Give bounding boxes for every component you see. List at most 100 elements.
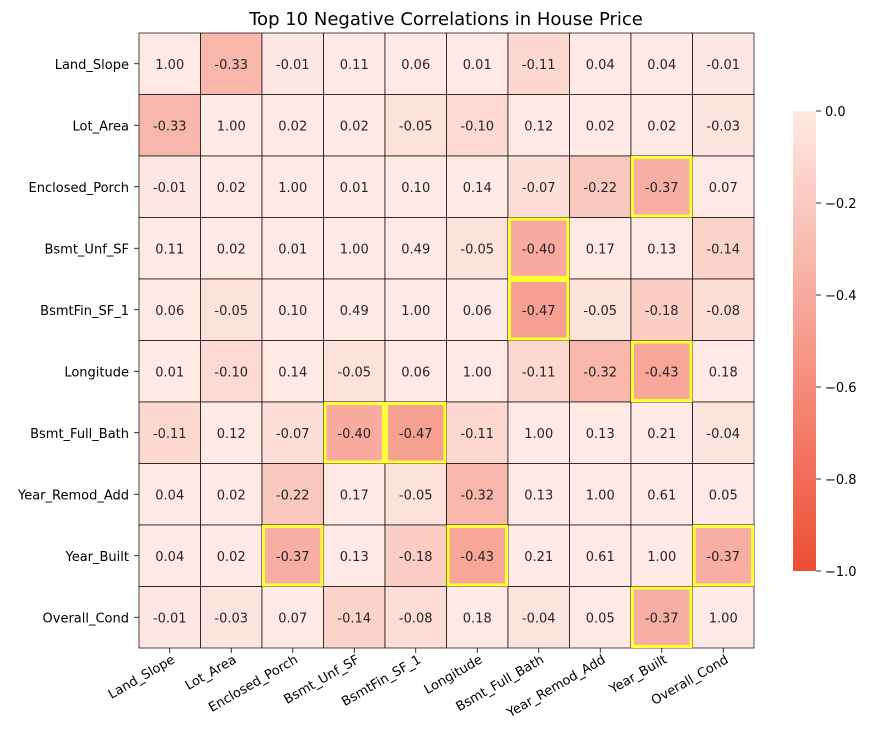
heatmap-cell — [200, 217, 263, 280]
cell-value-label: 0.10 — [278, 304, 307, 319]
cell-value-label: 0.17 — [586, 242, 615, 257]
heatmap-cell — [507, 463, 570, 526]
colorbar-fill — [793, 111, 816, 571]
highlight-border — [508, 279, 570, 341]
cell-value-label: -0.11 — [522, 365, 556, 380]
cell-value-label: -0.01 — [153, 611, 187, 626]
cell-value-label: -0.40 — [522, 242, 556, 257]
heatmap-cell — [630, 524, 693, 587]
heatmap-cell — [569, 401, 632, 464]
heatmap-cell — [200, 155, 263, 218]
heatmap-cell — [323, 32, 386, 95]
x-axis-labels: Land_Slope Lot_AreaEnclosed_PorchBsmt_Unf… — [106, 648, 731, 721]
cell-value-label: 0.01 — [155, 365, 184, 380]
cell-value-label: 0.21 — [647, 427, 676, 442]
highlight-border — [323, 402, 385, 464]
cell-value-label: 0.02 — [278, 119, 307, 134]
heatmap-cell — [507, 217, 570, 280]
cell-value-label: 0.01 — [278, 242, 307, 257]
heatmap-cell — [384, 401, 447, 464]
heatmap-cell — [446, 340, 509, 403]
cell-value-label: -0.05 — [337, 365, 371, 380]
highlight-border — [262, 525, 324, 587]
y-tick-label: BsmtFin_SF_1 — [40, 304, 129, 319]
cell-value-label: -0.32 — [583, 365, 617, 380]
colorbar — [793, 111, 816, 571]
heatmap-cell — [261, 94, 324, 157]
heatmap-cell — [384, 217, 447, 280]
heatmap-cell — [200, 340, 263, 403]
cell-value-label: 1.00 — [586, 488, 615, 503]
cell-value-label: 0.02 — [647, 119, 676, 134]
cell-value-label: -0.37 — [706, 550, 740, 565]
heatmap-cell — [138, 463, 201, 526]
cell-value-label: 0.49 — [401, 242, 430, 257]
cell-value-label: 0.02 — [217, 181, 246, 196]
cell-value-label: -0.01 — [153, 181, 187, 196]
heatmap-cell — [630, 94, 693, 157]
heatmap-cell — [692, 586, 755, 649]
cell-value-label: -0.07 — [276, 427, 310, 442]
cell-value-label: -0.18 — [399, 550, 433, 565]
heatmap-cell — [569, 586, 632, 649]
colorbar-tick-label: −0.6 — [825, 381, 857, 396]
heatmap-cell — [261, 401, 324, 464]
y-tick-label: Enclosed_Porch — [29, 181, 129, 196]
cell-value-label: 0.06 — [155, 304, 184, 319]
cell-value-label: -0.43 — [645, 365, 679, 380]
cell-value-label: -0.07 — [522, 181, 556, 196]
heatmap-cell — [200, 278, 263, 341]
heatmap-cell — [261, 586, 324, 649]
y-tick-label: Overall_Cond — [43, 611, 129, 626]
cell-value-label: 1.00 — [709, 611, 738, 626]
cell-value-label: -0.37 — [276, 550, 310, 565]
heatmap-cell — [569, 340, 632, 403]
heatmap-cell — [692, 217, 755, 280]
highlight-border — [508, 217, 570, 279]
heatmap-cell — [692, 340, 755, 403]
x-tick-label: Land_Slope — [106, 652, 178, 702]
heatmap-cell — [692, 401, 755, 464]
y-tick-label: Year_Remod_Add — [17, 488, 129, 503]
cell-value-label: 0.07 — [278, 611, 307, 626]
cell-value-label: 0.04 — [155, 550, 184, 565]
cell-value-label: 1.00 — [647, 550, 676, 565]
heatmap-cell — [384, 586, 447, 649]
y-tick-label: Bsmt_Unf_SF — [44, 242, 129, 257]
heatmap-cell — [384, 155, 447, 218]
cell-value-label: 0.14 — [278, 365, 307, 380]
colorbar-tick-label: 0.0 — [825, 105, 846, 120]
y-tick-label: Bsmt_Full_Bath — [30, 427, 129, 442]
cell-value-label: -0.22 — [583, 181, 617, 196]
cell-value-label: -0.43 — [460, 550, 494, 565]
cell-value-label: -0.33 — [214, 58, 248, 73]
heatmap-cell — [569, 463, 632, 526]
heatmap-cell — [569, 217, 632, 280]
heatmap-cell — [569, 94, 632, 157]
cell-value-label: -0.37 — [645, 611, 679, 626]
heatmap-cell — [630, 217, 693, 280]
cell-value-label: 1.00 — [278, 181, 307, 196]
cell-value-label: 1.00 — [217, 119, 246, 134]
heatmap-cell — [261, 155, 324, 218]
cell-value-label: -0.08 — [399, 611, 433, 626]
cell-value-label: -0.05 — [583, 304, 617, 319]
heatmap-cell — [692, 155, 755, 218]
cell-value-label: -0.14 — [337, 611, 371, 626]
heatmap-cell — [323, 94, 386, 157]
y-tick-label: Land_Slope — [55, 58, 129, 73]
cell-value-label: 0.06 — [463, 304, 492, 319]
heatmap-cell — [384, 32, 447, 95]
heatmap-cell — [261, 32, 324, 95]
cell-value-label: 0.12 — [524, 119, 553, 134]
highlight-border — [631, 156, 693, 218]
cell-value-label: 0.06 — [401, 365, 430, 380]
cell-value-label: -0.33 — [153, 119, 187, 134]
cell-value-label: 1.00 — [401, 304, 430, 319]
cell-value-label: 0.01 — [463, 58, 492, 73]
cell-value-label: 0.17 — [340, 488, 369, 503]
highlight-border — [385, 402, 447, 464]
heatmap-cell — [200, 586, 263, 649]
heatmap-cell — [323, 524, 386, 587]
cell-value-label: 0.61 — [586, 550, 615, 565]
